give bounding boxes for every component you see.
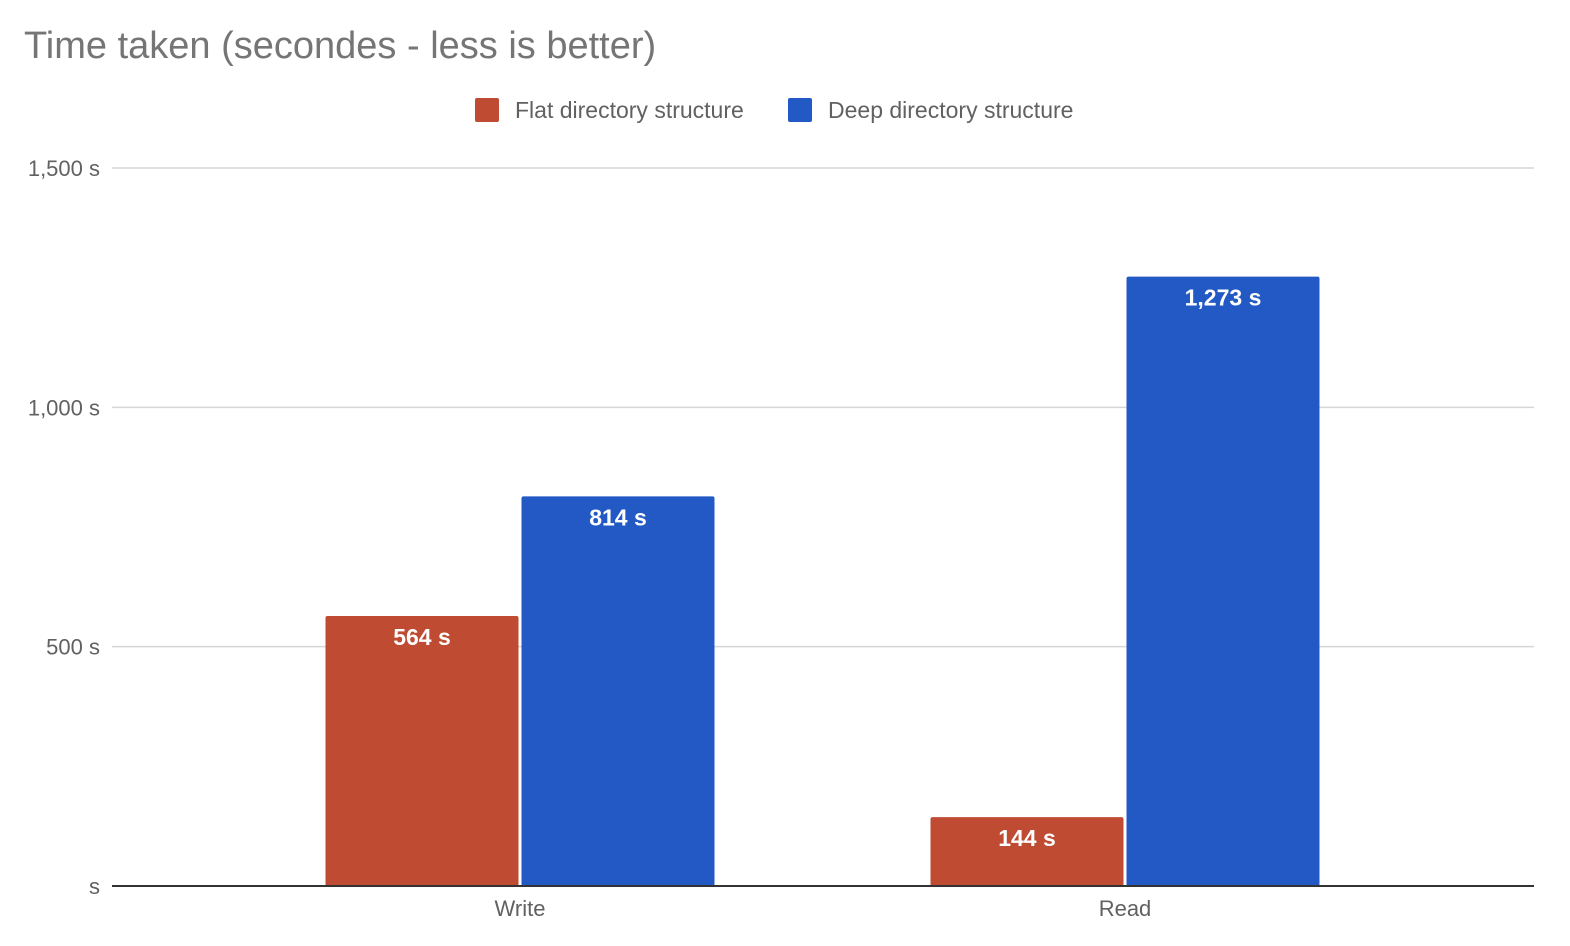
legend-swatch-deep — [788, 98, 812, 122]
legend: Flat directory structure Deep directory … — [475, 97, 1073, 123]
legend-label-flat: Flat directory structure — [515, 97, 744, 123]
bar-value-label: 1,273 s — [1185, 285, 1262, 311]
x-axis-categories: Write Read — [495, 896, 1152, 921]
bar-flat-read[interactable] — [930, 817, 1124, 886]
x-category-label: Read — [1099, 896, 1152, 921]
y-tick-label: 1,000 s — [28, 395, 100, 420]
y-tick-label: s — [89, 874, 100, 899]
legend-label-deep: Deep directory structure — [828, 97, 1073, 123]
chart-title: Time taken (secondes - less is better) — [24, 25, 656, 67]
bar-value-label: 564 s — [393, 624, 451, 650]
y-tick-label: 500 s — [46, 635, 100, 660]
bars: 564 s 814 s 144 s 1,273 s — [325, 276, 1320, 886]
bar-deep-read[interactable] — [1126, 276, 1320, 886]
gridlines — [112, 167, 1534, 648]
x-category-label: Write — [495, 896, 546, 921]
legend-swatch-flat — [475, 98, 499, 122]
y-axis-ticks: s 500 s 1,000 s 1,500 s — [28, 156, 100, 899]
bar-flat-write[interactable] — [325, 616, 519, 886]
bar-deep-write[interactable] — [521, 496, 715, 886]
y-tick-label: 1,500 s — [28, 156, 100, 181]
bar-value-label: 814 s — [589, 504, 647, 530]
bar-value-label: 144 s — [998, 825, 1056, 851]
